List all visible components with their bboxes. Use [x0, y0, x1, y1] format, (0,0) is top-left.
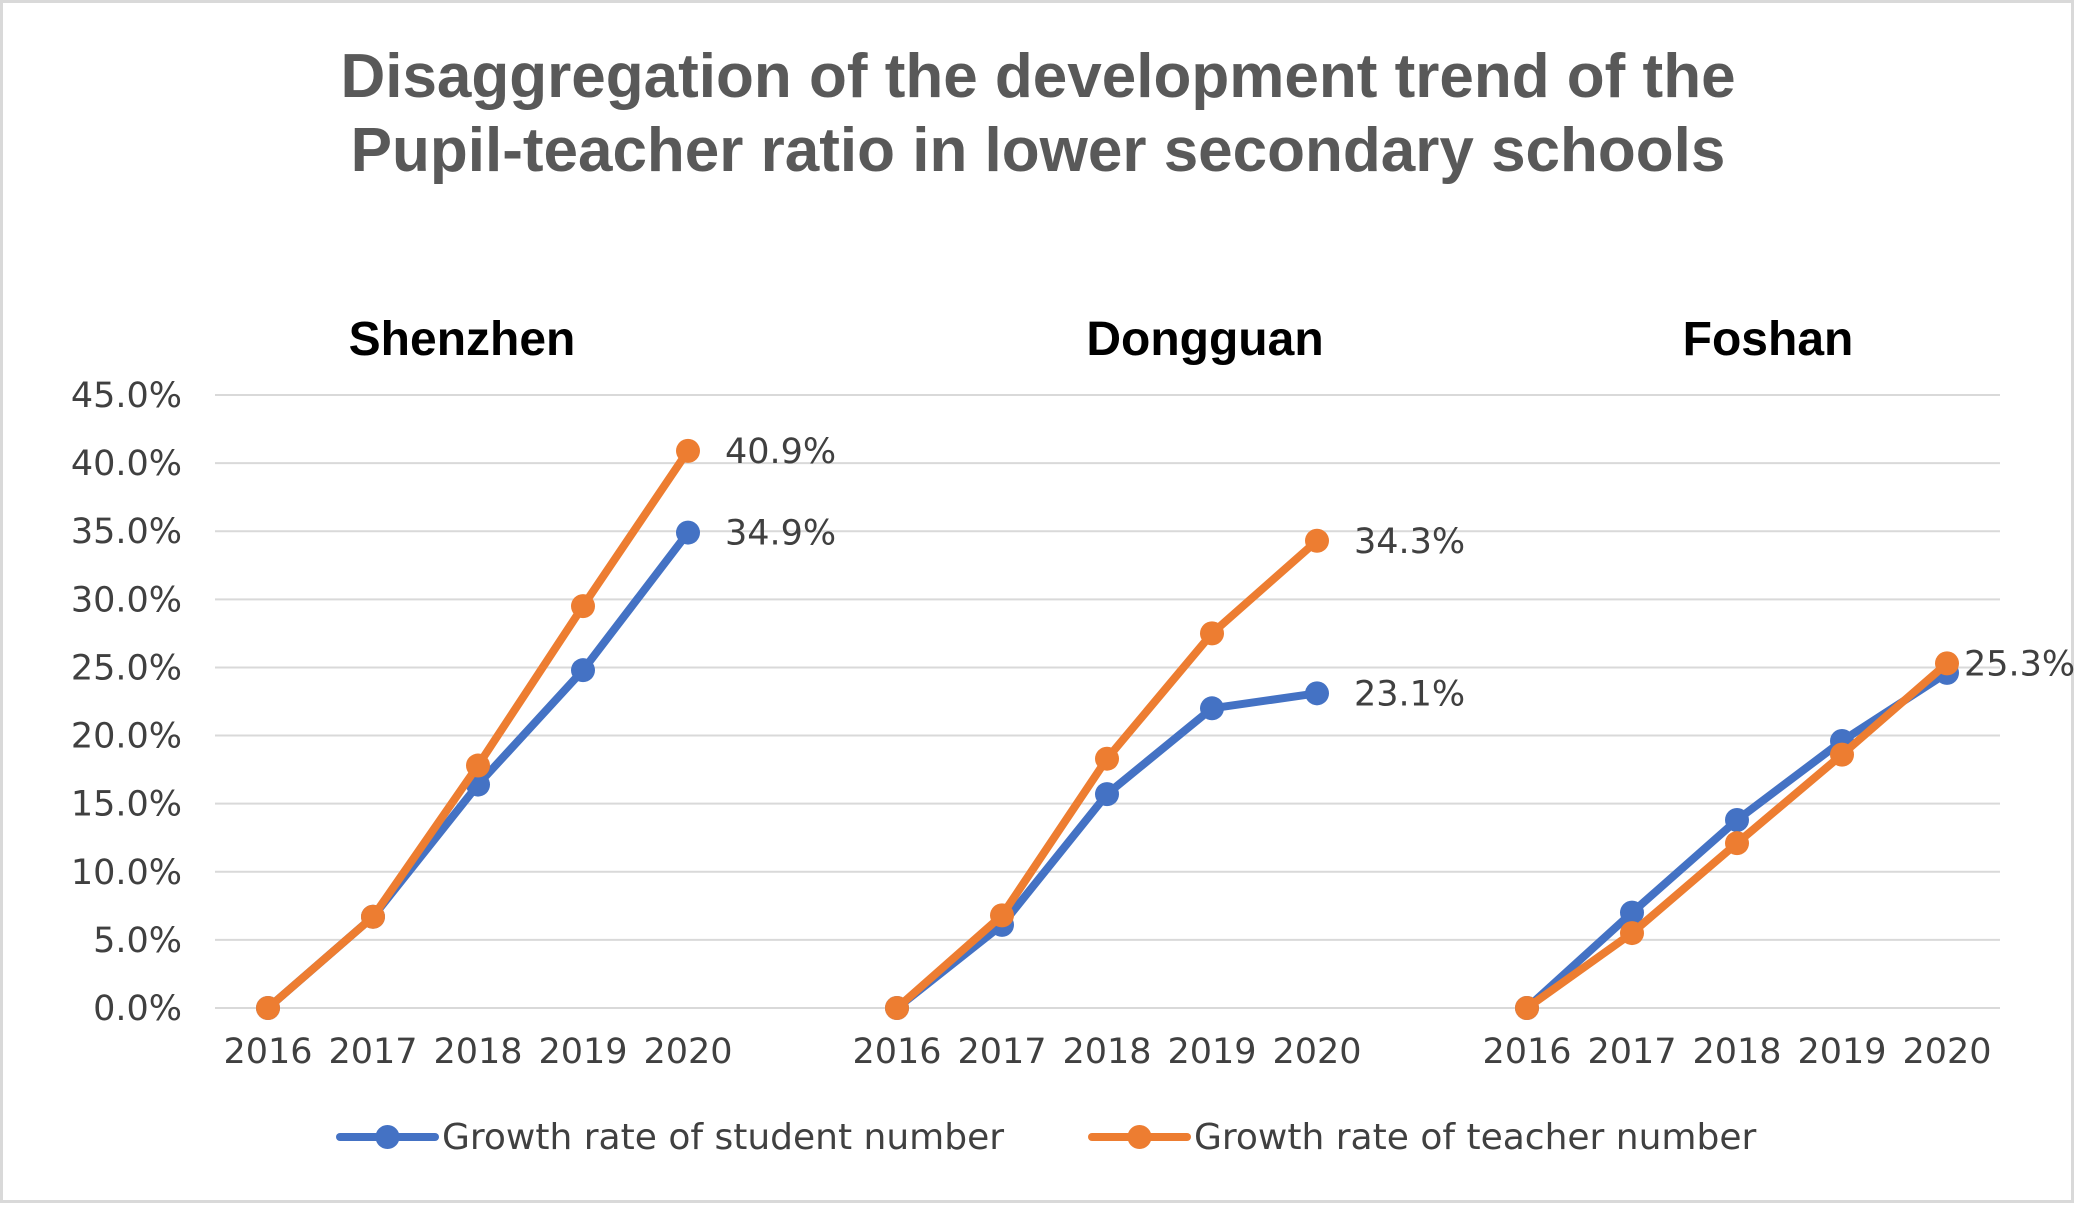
- x-tick-label: 2018: [1062, 1032, 1151, 1072]
- x-tick-label: 2016: [223, 1032, 312, 1072]
- data-point-teacher: [1725, 831, 1749, 856]
- legend: Growth rate of student number Growth rate…: [336, 1117, 1756, 1158]
- data-label: 40.9%: [725, 432, 836, 472]
- data-point-teacher: [1620, 921, 1644, 946]
- data-point-teacher: [361, 904, 385, 929]
- data-label: 34.3%: [1354, 522, 1465, 562]
- data-label: 25.3%: [1964, 644, 2075, 684]
- gridlines: [215, 394, 2000, 1009]
- y-tick-label: 5.0%: [93, 921, 182, 961]
- panel-title: Foshan: [1683, 313, 1854, 366]
- y-tick-label: 20.0%: [71, 717, 182, 757]
- data-point-teacher: [1200, 621, 1224, 646]
- data-point-teacher: [1935, 651, 1959, 676]
- x-tick-label: 2017: [328, 1032, 417, 1072]
- legend-marker: [375, 1125, 400, 1149]
- data-label: 34.9%: [725, 514, 836, 554]
- y-tick-label: 45.0%: [71, 376, 182, 416]
- data-point-student: [571, 658, 595, 683]
- panel-shenzhen: Shenzhen 2016 2017 2018 2019 2020 34.9% 40.9%: [223, 313, 836, 1072]
- data-point-teacher: [1515, 996, 1539, 1020]
- x-tick-label: 2020: [1902, 1032, 1991, 1072]
- legend-marker: [1127, 1125, 1152, 1149]
- x-tick-label: 2018: [1692, 1032, 1781, 1072]
- data-point-student: [1200, 696, 1224, 721]
- panel-title: Shenzhen: [349, 313, 576, 366]
- x-tick-label: 2017: [957, 1032, 1046, 1072]
- y-tick-label: 35.0%: [71, 512, 182, 552]
- data-point-student: [1305, 681, 1329, 706]
- data-point-teacher: [1830, 742, 1854, 767]
- x-tick-label: 2020: [1272, 1032, 1361, 1072]
- panel-foshan: Foshan 2016 2017 2018 2019 2020 25.3%: [1482, 313, 2075, 1072]
- x-tick-label: 2018: [433, 1032, 522, 1072]
- chart-title: Disaggregation of the development trend …: [0, 40, 2076, 188]
- series-line-teacher: [264, 446, 692, 1012]
- panel-dongguan: Dongguan 2016 2017 2018 2019 2020 23.1% 34.3%: [852, 313, 1465, 1072]
- y-axis: 0.0% 5.0% 10.0% 15.0% 20.0% 25.0% 30.0% 35.0% 40…: [71, 376, 182, 1029]
- x-tick-label: 2016: [852, 1032, 941, 1072]
- legend-item-student: Growth rate of student number: [336, 1117, 1004, 1158]
- data-point-teacher: [1095, 746, 1119, 771]
- legend-label: Growth rate of student number: [442, 1117, 1004, 1158]
- legend-label: Growth rate of teacher number: [1194, 1117, 1756, 1158]
- data-point-student: [1620, 900, 1644, 925]
- y-tick-label: 30.0%: [71, 580, 182, 620]
- y-tick-label: 40.0%: [71, 444, 182, 484]
- legend-item-teacher: Growth rate of teacher number: [1088, 1117, 1756, 1158]
- data-point-teacher: [676, 438, 700, 463]
- y-tick-label: 10.0%: [71, 853, 182, 893]
- y-tick-label: 25.0%: [71, 648, 182, 688]
- data-point-student: [1725, 808, 1749, 833]
- data-point-teacher: [990, 903, 1014, 928]
- series-line-student: [893, 689, 1321, 1012]
- x-tick-label: 2016: [1482, 1032, 1571, 1072]
- y-tick-label: 0.0%: [93, 989, 182, 1029]
- x-tick-label: 2017: [1587, 1032, 1676, 1072]
- x-tick-label: 2019: [538, 1032, 627, 1072]
- data-point-student: [1095, 782, 1119, 807]
- x-tick-label: 2020: [643, 1032, 732, 1072]
- data-point-teacher: [256, 996, 280, 1020]
- data-label: 23.1%: [1354, 674, 1465, 714]
- series-line-teacher: [893, 536, 1321, 1012]
- data-point-teacher: [466, 753, 490, 778]
- chart-title-line-1: Disaggregation of the development trend …: [340, 42, 1736, 111]
- chart-title-line-2: Pupil-teacher ratio in lower secondary s…: [350, 116, 1726, 185]
- data-point-student: [676, 520, 700, 545]
- data-point-teacher: [571, 594, 595, 619]
- data-point-teacher: [1305, 528, 1329, 553]
- y-tick-label: 15.0%: [71, 785, 182, 825]
- data-point-teacher: [885, 996, 909, 1020]
- x-tick-label: 2019: [1167, 1032, 1256, 1072]
- x-tick-label: 2019: [1797, 1032, 1886, 1072]
- panel-title: Dongguan: [1086, 313, 1323, 366]
- chart-panels: Shenzhen 2016 2017 2018 2019 2020 34.9% 40.9% Do…: [223, 313, 2075, 1072]
